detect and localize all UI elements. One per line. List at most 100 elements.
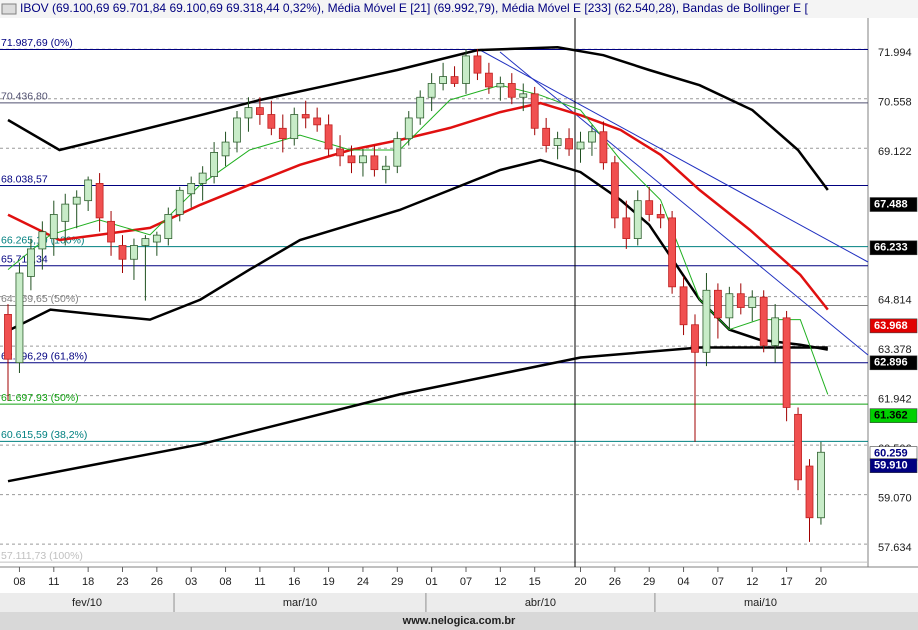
x-tick-label: 29 [643,576,655,588]
candle-body [313,117,322,126]
level-label: 71.987,69 (0%) [1,37,73,49]
candle-body [187,183,196,195]
candle-body [416,96,425,119]
candle-body [26,248,35,277]
month-bar [0,593,918,612]
candle-body [576,141,585,150]
candle-body [95,183,104,219]
candle-body [622,217,631,239]
candle-body [714,289,722,319]
candle-body [588,131,596,143]
x-tick-label: 11 [48,576,59,588]
candle-body [152,234,161,243]
price-box [869,197,918,212]
level-label: 65.713,34 [1,253,48,265]
level-label: 68.038,57 [1,173,48,185]
candle-body [748,296,757,308]
candle-body [347,155,356,164]
candle-body [817,451,825,519]
y-tick-label: 57.634 [878,542,912,554]
price-box [869,240,918,256]
x-tick-label: 15 [529,576,541,588]
candle-body [565,138,573,150]
candle-body [702,289,711,353]
x-tick-label: 24 [357,576,369,588]
candle-body [118,245,127,260]
y-tick-label: 64.814 [878,295,912,307]
price-box [869,408,918,423]
x-tick-label: 12 [494,576,506,588]
x-tick-label: 08 [13,576,25,588]
candle-body [221,141,230,157]
candle-body [473,55,482,74]
level-label: 61.697,93 (50%) [1,392,79,404]
candle-body [38,231,47,250]
x-tick-label: 03 [185,576,197,588]
price-box [869,355,918,371]
candle-body [359,155,367,164]
candle-body [72,196,81,205]
month-label: abr/10 [525,597,556,609]
x-tick-label: 26 [151,576,163,588]
candle-body [771,317,780,346]
candle-body [691,324,699,353]
price-box-label: 59.910 [874,460,908,472]
indicator-line [7,346,828,483]
candle-body [290,114,299,140]
candle-body [381,165,390,171]
candle-body [61,203,70,222]
candle-body [107,220,115,243]
y-tick-label: 61.942 [878,394,912,406]
header-text: IBOV (69.100,69 69.701,84 69.100,69 69.3… [20,1,809,15]
x-tick-label: 19 [322,576,334,588]
candle-body [198,172,207,184]
month-label: fev/10 [72,597,102,609]
level-label: 70.436,80 [1,91,48,103]
indicator-line [7,101,829,311]
price-box-label: 67.488 [874,198,908,210]
x-tick-label: 12 [746,576,758,588]
candle-body [278,127,287,140]
candle-body [164,214,173,239]
candle-body [553,138,562,146]
y-tick-label: 63.378 [878,344,912,356]
x-tick-label: 07 [712,576,724,588]
candle-body [233,117,241,143]
candle-body [15,272,24,364]
candle-body [519,93,528,98]
level-label: 57.111,73 (100%) [1,550,83,562]
candle-body [656,214,665,219]
candle-body [404,117,413,140]
x-tick-label: 01 [426,576,438,588]
level-label: 62.896,29 (61,8%) [1,351,87,363]
candle-body [782,317,791,408]
price-box [869,318,918,334]
candle-body [484,72,493,88]
candle-body [427,83,436,98]
candle-body [370,155,379,171]
x-tick-label: 17 [780,576,792,588]
x-tick-label: 11 [254,576,265,588]
x-tick-label: 18 [82,576,94,588]
y-tick-label: 69.122 [878,146,912,158]
candle-body [679,286,688,326]
x-tick-label: 16 [288,576,300,588]
price-box-label: 61.362 [874,410,908,422]
x-tick-label: 07 [460,576,472,588]
month-label: mai/10 [744,597,777,609]
candle-body [393,138,402,167]
candle-body [496,83,505,88]
candle-body [805,465,814,519]
y-tick-label: 71.994 [878,47,912,59]
indicator-line [7,84,829,395]
candle-body [324,124,333,150]
price-box [869,458,918,474]
candle-body [530,93,539,129]
candle-body [759,296,768,346]
candle-body [141,238,150,246]
candle-body [725,293,734,319]
candle-body [84,179,93,202]
candle-body [542,127,551,146]
